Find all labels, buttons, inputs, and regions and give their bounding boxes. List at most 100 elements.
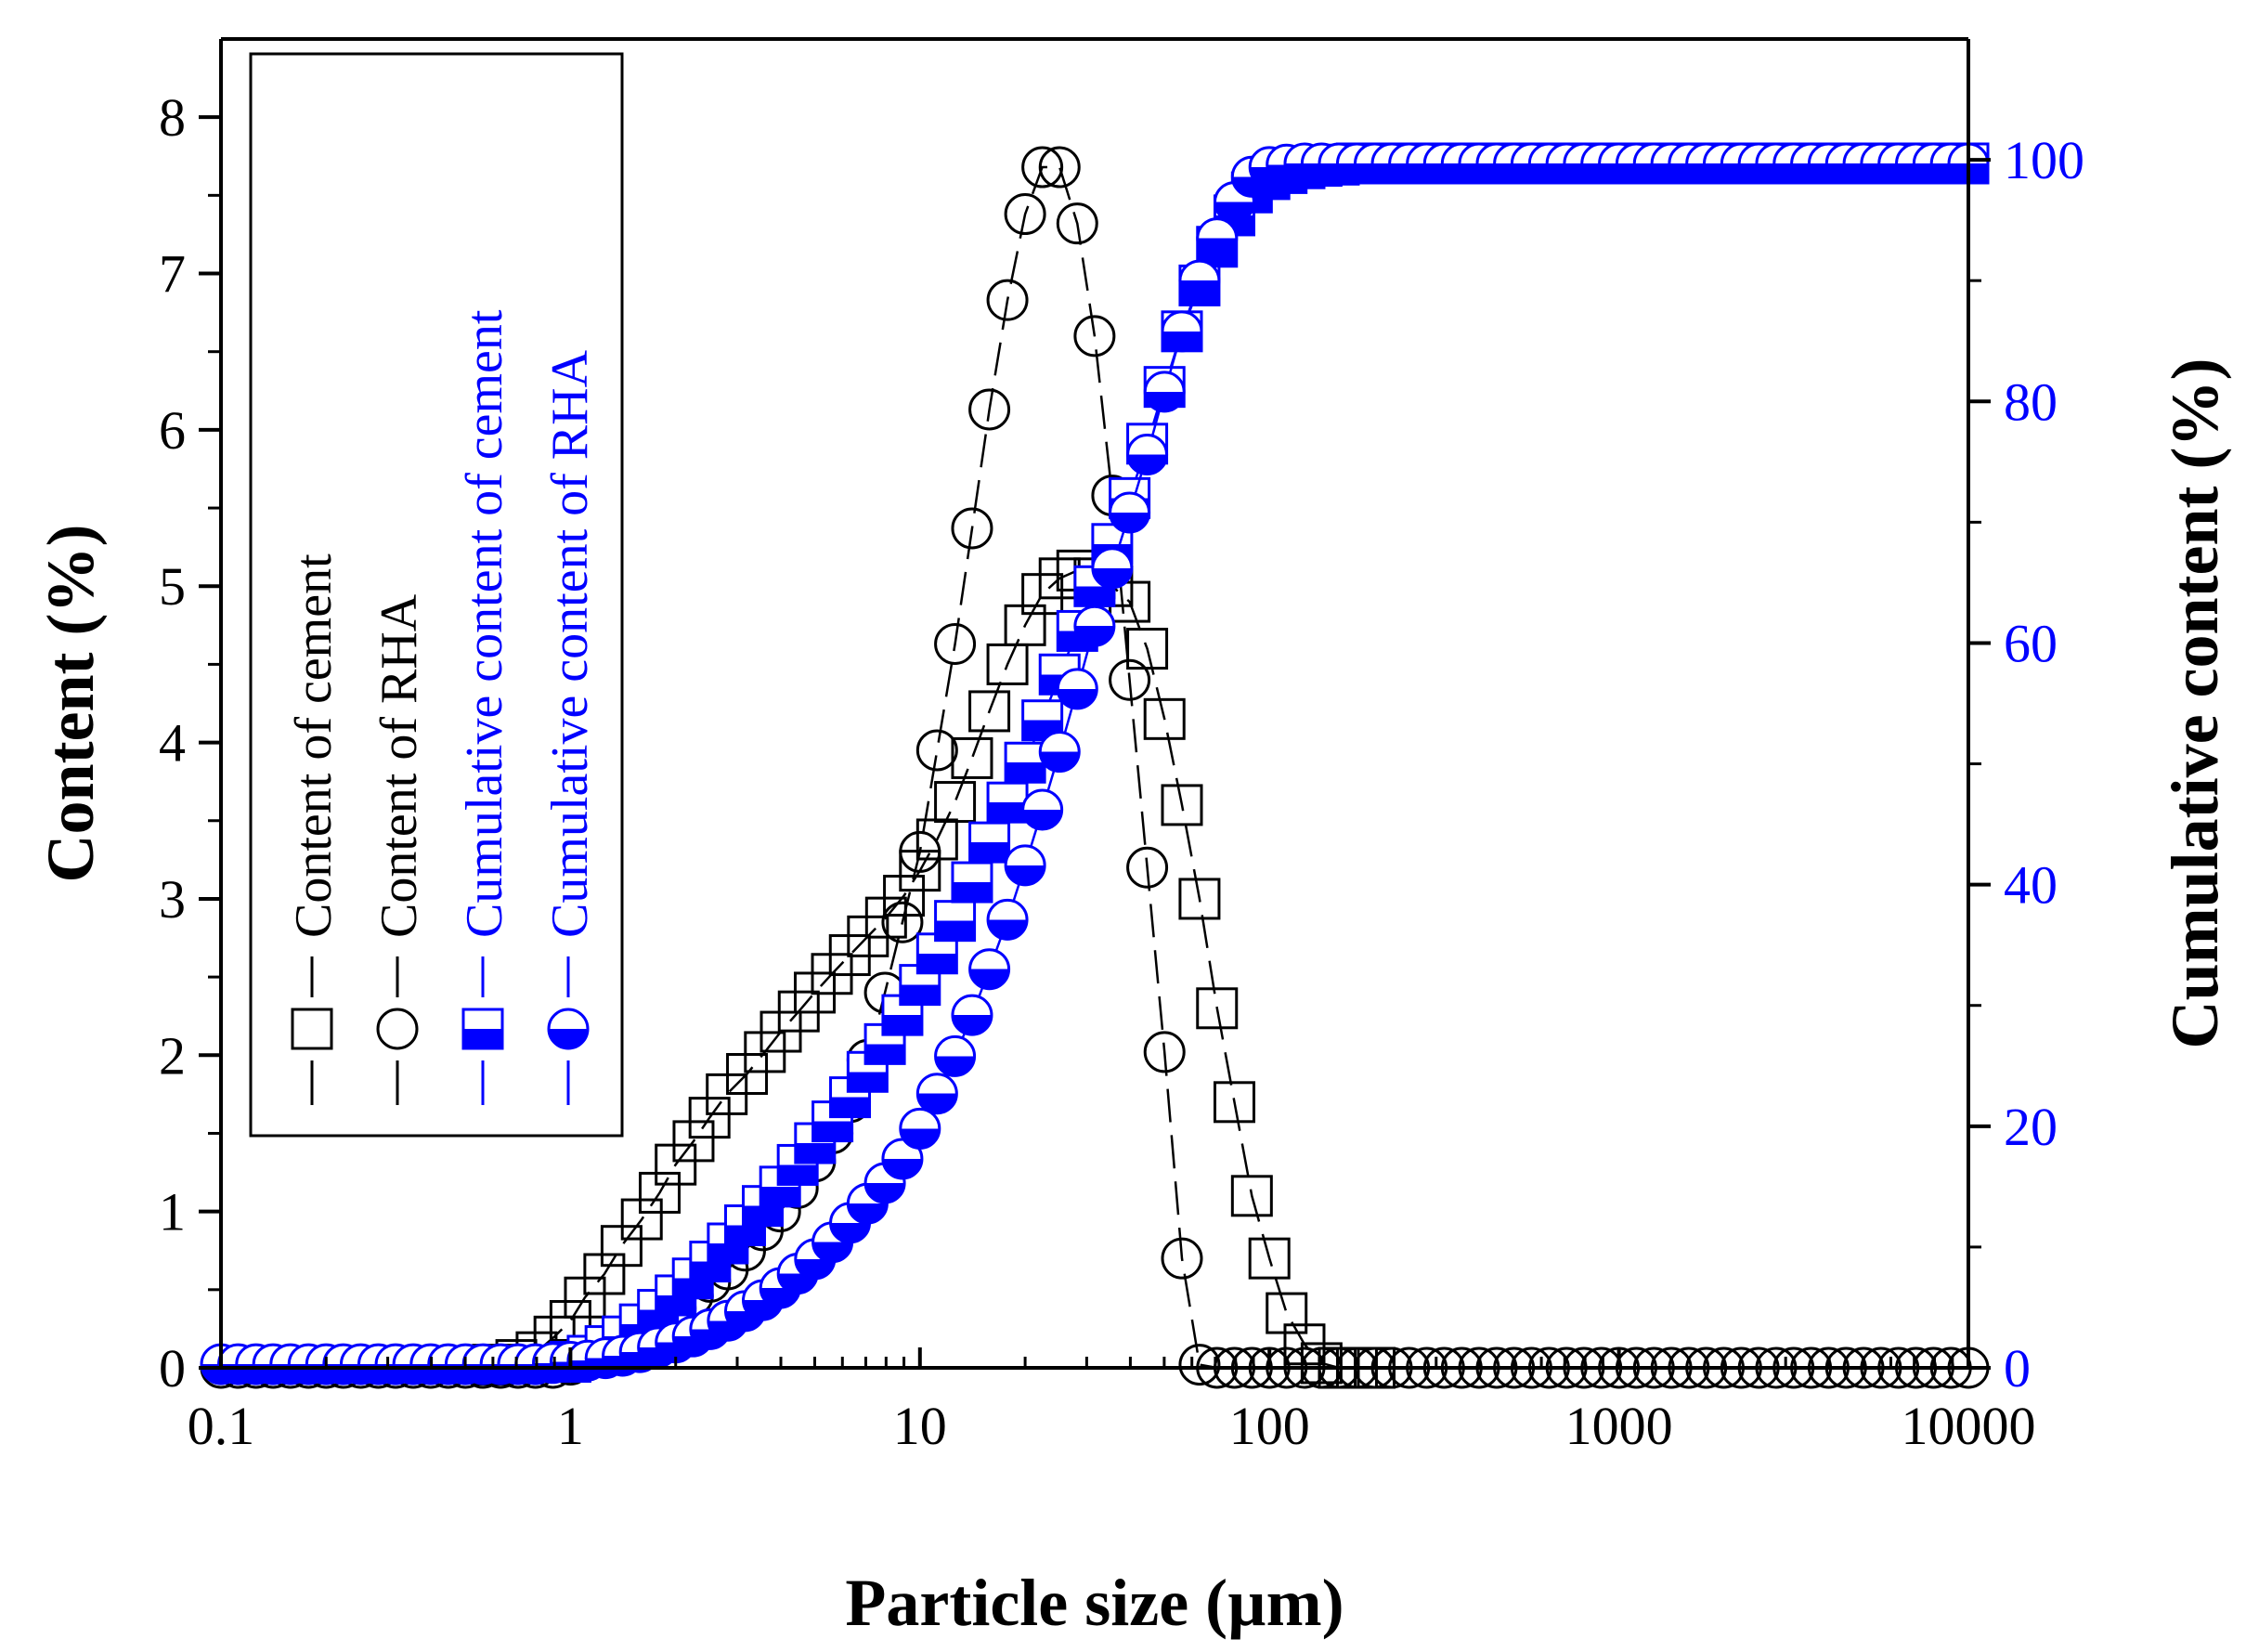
data-point — [1178, 259, 1221, 302]
x-tick-label: 1000 — [1565, 1396, 1673, 1456]
data-point — [968, 388, 1011, 431]
data-point — [951, 736, 993, 779]
legend-entry: Cumulative content of RHA — [541, 349, 599, 1105]
legend-entry: Cumulative content of cement — [456, 309, 513, 1105]
data-point — [1056, 202, 1098, 245]
data-point — [986, 781, 1029, 824]
data-point — [951, 507, 993, 550]
data-point — [1213, 1081, 1255, 1124]
data-point — [1004, 741, 1046, 784]
y2-tick-label: 40 — [2004, 855, 2058, 916]
legend-label: Content of cement — [285, 553, 343, 938]
data-point — [1021, 146, 1064, 189]
data-point — [951, 861, 993, 904]
x-tick-label: 10 — [893, 1396, 947, 1456]
y-tick-label: 8 — [159, 87, 186, 148]
data-point — [986, 643, 1029, 685]
y2-tick-label: 100 — [2004, 130, 2084, 190]
data-point — [620, 1198, 663, 1241]
data-point — [1004, 604, 1046, 646]
series-cumulative-content-of-rha — [200, 142, 1990, 1385]
legend-marker — [376, 1008, 419, 1050]
data-point — [688, 1097, 731, 1139]
legend-entry: Content of RHA — [370, 593, 428, 1105]
data-point — [986, 279, 1029, 321]
data-point — [1230, 1175, 1273, 1217]
data-point — [1126, 434, 1169, 476]
data-point — [968, 690, 1011, 733]
data-point — [1004, 844, 1046, 887]
data-point — [655, 1143, 697, 1186]
data-point — [1143, 1031, 1186, 1073]
series-layer — [200, 142, 1990, 1389]
legend-marker — [291, 1008, 333, 1050]
y-tick-label: 7 — [159, 244, 186, 305]
axes-layer: 0.1 1 10 100 1000 10000012345678020406080100P… — [33, 37, 2232, 1640]
data-point — [1109, 658, 1151, 701]
y2-tick-label: 20 — [2004, 1097, 2058, 1157]
data-point — [726, 1052, 769, 1095]
data-point — [899, 1107, 941, 1150]
data-point — [1091, 547, 1134, 590]
x-tick-label: 10000 — [1902, 1396, 2036, 1456]
y-tick-label: 6 — [159, 400, 186, 461]
legend-marker — [461, 1008, 504, 1050]
x-tick-label: 0.1 — [188, 1396, 255, 1456]
data-point — [986, 898, 1029, 941]
data-point — [934, 1034, 977, 1077]
data-point — [672, 1120, 715, 1163]
data-point — [638, 1171, 681, 1214]
y-tick-label: 2 — [159, 1025, 186, 1086]
data-point — [1056, 668, 1098, 710]
data-point — [1161, 310, 1203, 353]
y-tick-label: 3 — [159, 869, 186, 930]
x-tick-label: 100 — [1229, 1396, 1310, 1456]
y-tick-label: 1 — [159, 1182, 186, 1242]
data-point — [1266, 1292, 1308, 1334]
data-point — [1161, 784, 1203, 826]
data-point — [1178, 878, 1221, 920]
data-point — [968, 821, 1011, 864]
legend-marker — [547, 1008, 590, 1050]
data-point — [583, 1253, 626, 1295]
data-point — [1021, 573, 1064, 616]
data-point — [899, 830, 941, 873]
y2-tick-label: 0 — [2004, 1338, 2031, 1398]
data-point — [1196, 217, 1239, 260]
legend: Content of cement Content of RHA Cumulativ… — [249, 52, 624, 1138]
y2-tick-label: 60 — [2004, 613, 2058, 673]
data-point — [1109, 491, 1151, 534]
legend-label: Cumulative content of RHA — [541, 349, 599, 938]
data-point — [1248, 1237, 1291, 1280]
y-tick-label: 4 — [159, 713, 186, 774]
data-point — [915, 729, 958, 772]
data-point — [934, 623, 977, 666]
data-point — [934, 781, 977, 824]
data-point — [915, 1073, 958, 1115]
y-tick-label: 0 — [159, 1338, 186, 1398]
legend-entry: Content of cement — [285, 553, 343, 1105]
x-tick-label: 1 — [557, 1396, 584, 1456]
data-point — [1073, 605, 1116, 647]
data-point — [1073, 315, 1116, 358]
y2-tick-label: 80 — [2004, 371, 2058, 432]
legend-label: Content of RHA — [370, 593, 428, 938]
data-point — [1178, 1344, 1221, 1386]
data-point — [881, 901, 924, 943]
data-point — [1161, 1237, 1203, 1280]
data-point — [951, 994, 993, 1036]
data-point — [1126, 846, 1169, 889]
data-point — [1021, 788, 1064, 831]
data-point — [1196, 987, 1239, 1030]
data-point — [1143, 371, 1186, 413]
data-point — [864, 896, 907, 939]
legend-box — [249, 52, 624, 1138]
data-point — [968, 948, 1011, 991]
y2-axis-title: Cumulative content (%) — [2158, 358, 2232, 1049]
data-point — [1004, 193, 1046, 236]
data-point — [1038, 731, 1081, 774]
data-point — [934, 900, 977, 943]
data-point — [1143, 697, 1186, 740]
x-axis-title: Particle size (µm) — [845, 1566, 1344, 1640]
